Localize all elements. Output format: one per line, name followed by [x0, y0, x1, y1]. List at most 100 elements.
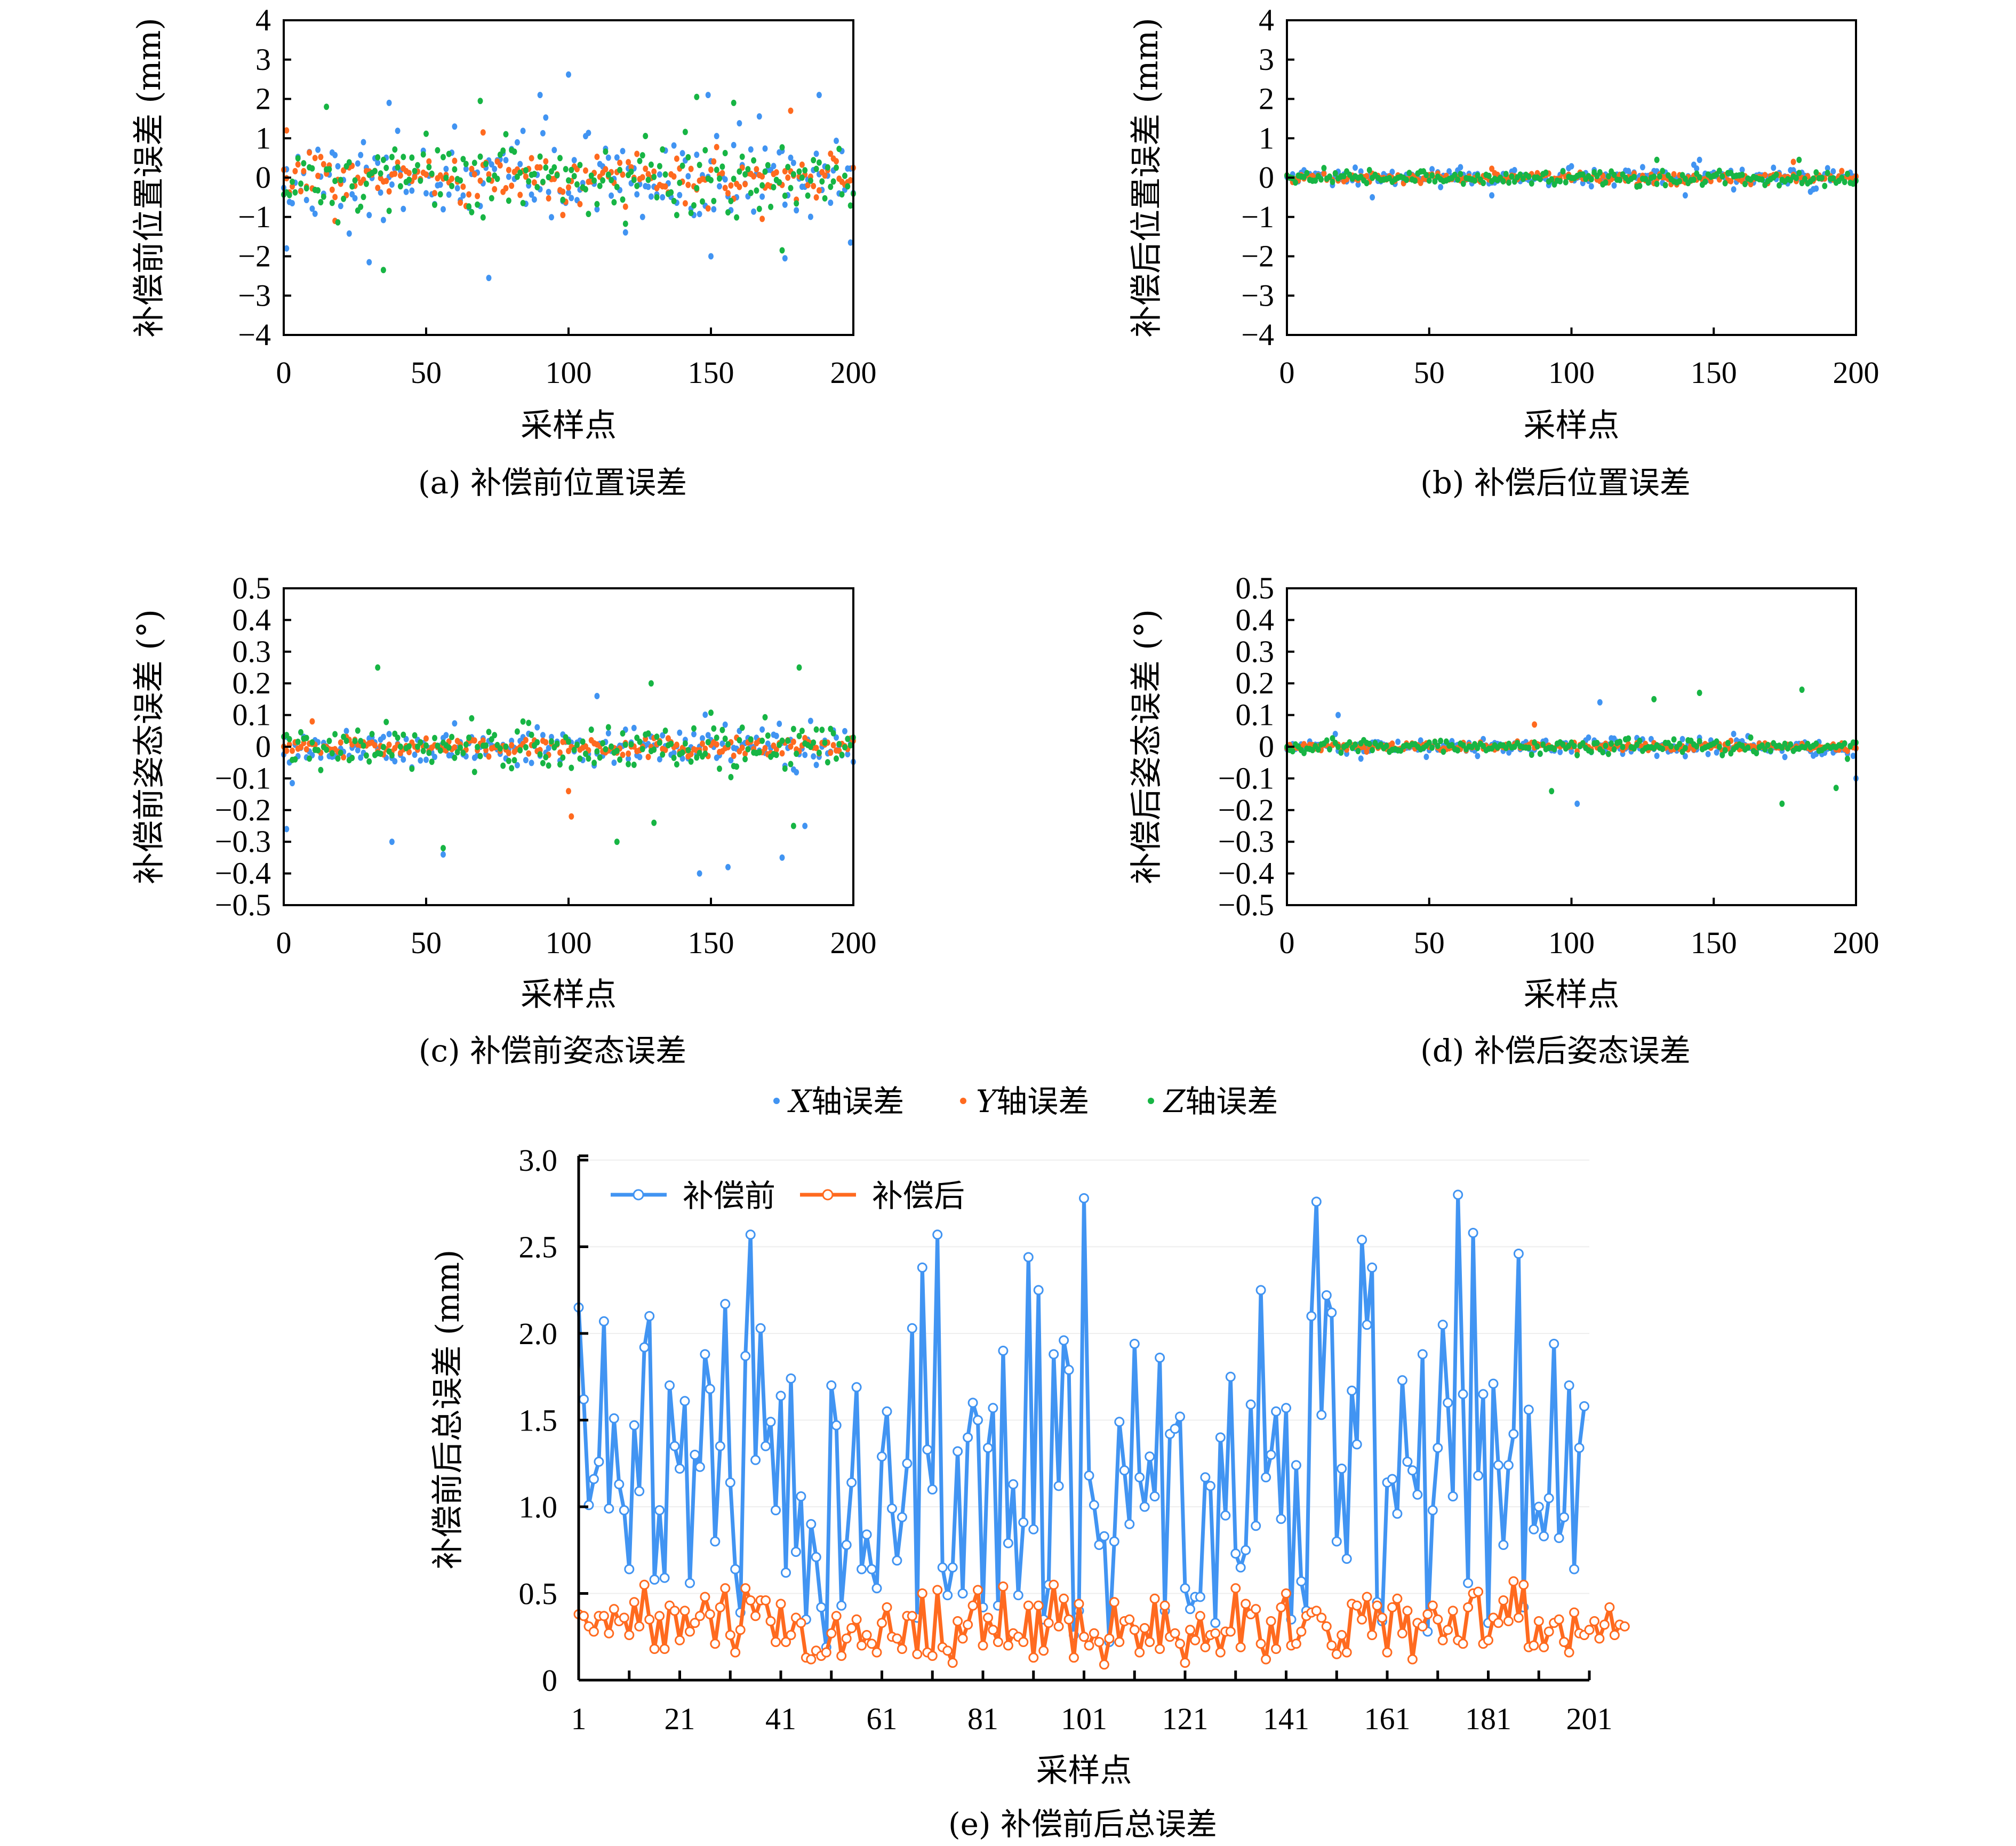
scatter-point-z [1682, 175, 1688, 182]
scatter-point-z [506, 757, 511, 764]
series-line-before [577, 1193, 1586, 1649]
data-point-before [715, 1441, 725, 1451]
data-point-before [963, 1432, 973, 1443]
scatter-point-y [682, 200, 688, 207]
scatter-point-z [737, 168, 742, 175]
scatter-point-x [389, 181, 395, 188]
scatter-point-x [1679, 736, 1685, 742]
scatter-point-z [446, 150, 452, 157]
data-point-before [1145, 1451, 1155, 1462]
data-point-before [1407, 1465, 1418, 1476]
scatter-point-y [406, 170, 412, 177]
data-point-before [1539, 1531, 1549, 1541]
data-point-after [1392, 1593, 1403, 1604]
scatter-point-x [828, 199, 834, 206]
data-point-before [629, 1420, 639, 1431]
x-tick-label: 50 [411, 355, 442, 390]
scatter-point-z [828, 183, 834, 190]
scatter-point-x [352, 195, 358, 202]
scatter-point-z [383, 164, 389, 171]
data-point-before [1493, 1460, 1503, 1471]
data-point-before [1210, 1618, 1221, 1628]
scatter-point-x [492, 165, 498, 172]
scatter-point-z [731, 175, 737, 182]
scatter-point-x [315, 146, 321, 153]
scatter-point-z [463, 741, 469, 748]
scatter-point-z [412, 732, 418, 739]
scatter-point-y [626, 159, 631, 165]
data-point-after [1185, 1625, 1195, 1635]
chart-b-position-error-after: −4 −3 −2 −1 0 1 2 3 4 0 50 100 150 200 采样点 补偿后位置误差 (mm)… [1128, 3, 1879, 501]
scatter-point-y [714, 741, 719, 748]
data-point-before [644, 1311, 655, 1321]
scatter-point-z [389, 752, 395, 758]
scatter-point-z [406, 743, 412, 750]
data-point-after [871, 1647, 882, 1658]
scatter-point-x [523, 757, 529, 764]
scatter-point-z [626, 761, 631, 768]
scatter-point-z [679, 162, 685, 169]
scatter-point-z [435, 147, 441, 154]
scatter-point-x [1511, 167, 1517, 173]
scatter-point-x [346, 230, 352, 237]
scatter-point-y [722, 185, 728, 191]
data-point-before [745, 1229, 756, 1240]
scatter-point-z [688, 758, 694, 765]
scatter-point-z [731, 99, 737, 106]
scatter-point-x [423, 756, 429, 763]
scatter-point-z [691, 725, 697, 732]
scatter-point-z [1719, 173, 1725, 180]
scatter-point-z [603, 746, 609, 753]
x-tick-label: 50 [1414, 355, 1445, 390]
scatter-point-z [1813, 740, 1819, 747]
scatter-point-y [432, 190, 437, 197]
data-point-after [1564, 1647, 1574, 1658]
data-point-after [659, 1644, 670, 1654]
scatter-point-z [688, 210, 694, 217]
data-point-before [1296, 1576, 1307, 1587]
data-point-before [882, 1406, 892, 1417]
scatter-point-x [546, 189, 551, 195]
data-point-before [892, 1555, 902, 1566]
scatter-point-z [1694, 743, 1700, 750]
y-tick-label: 0.5 [1236, 571, 1275, 605]
data-point-before [998, 1346, 1009, 1356]
data-point-before [1447, 1491, 1458, 1501]
scatter-point-y [685, 181, 691, 188]
data-point-after [1609, 1630, 1620, 1640]
data-point-after [1241, 1599, 1251, 1609]
scatter-point-z [788, 185, 794, 191]
scatter-point-x [731, 142, 737, 148]
scatter-point-z [1551, 746, 1557, 753]
data-point-after [1069, 1652, 1079, 1663]
scatter-point-x [1489, 192, 1495, 199]
scatter-point-z [1500, 178, 1506, 185]
scatter-point-z [426, 164, 432, 171]
scatter-point-z [830, 730, 836, 737]
scatter-point-z [588, 172, 594, 179]
scatter-point-z [1796, 156, 1802, 163]
scatter-point-x [1574, 800, 1580, 807]
scatter-point-z [842, 744, 847, 750]
data-point-after [1230, 1583, 1241, 1594]
data-point-before [806, 1519, 817, 1529]
scatter-point-z [361, 742, 366, 749]
scatter-point-y [583, 167, 588, 174]
data-point-after [669, 1605, 680, 1616]
y-tick-label: 0 [542, 1663, 557, 1698]
scatter-point-z [489, 195, 494, 202]
scatter-point-y [737, 183, 742, 190]
scatter-point-x [779, 854, 785, 861]
y-tick-label: 0.5 [233, 571, 271, 605]
scatter-point-z [452, 754, 458, 761]
data-point-before [790, 1547, 801, 1557]
scatter-point-y [566, 788, 571, 795]
scatter-point-x [790, 159, 796, 166]
scatter-point-x [1850, 753, 1856, 760]
data-point-before [957, 1588, 968, 1599]
scatter-point-z [397, 183, 403, 190]
data-point-before [1059, 1335, 1069, 1346]
scatter-point-z [628, 741, 634, 748]
data-point-before [1251, 1521, 1261, 1531]
scatter-point-z [324, 746, 330, 753]
